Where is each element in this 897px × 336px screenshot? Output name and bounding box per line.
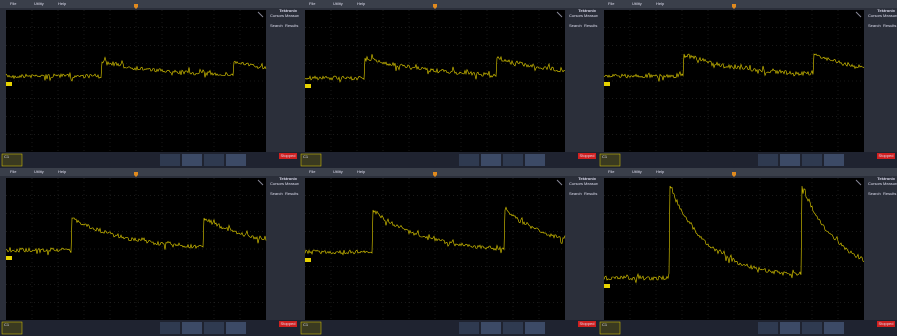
bottom-bar [598,152,897,168]
menu-item[interactable]: Utility [632,169,642,174]
status-box [525,154,545,166]
side-button[interactable]: Cursors [868,181,882,186]
menu-bar [0,0,299,8]
menu-bar [299,168,598,176]
side-button[interactable]: Cursors [569,13,583,18]
stop-label[interactable]: Stopped [281,153,296,158]
status-box [780,322,800,334]
side-button[interactable]: Search [569,23,582,28]
menu-item[interactable]: File [10,1,17,6]
menu-item[interactable]: Help [58,169,67,174]
channel-label: C1 [4,322,10,327]
scope-panel: FileUtilityHelpTektronixCursorsMeasureSe… [299,0,609,168]
channel-label: C1 [303,322,309,327]
menu-item[interactable]: Utility [632,1,642,6]
menu-item[interactable]: Help [656,1,665,6]
channel-label: C1 [602,322,608,327]
menu-item[interactable]: Utility [333,1,343,6]
status-box [204,154,224,166]
status-box [503,154,523,166]
menu-item[interactable]: Utility [333,169,343,174]
side-button[interactable]: Cursors [868,13,882,18]
bottom-bar [0,320,299,336]
menu-bar [598,168,897,176]
menu-item[interactable]: File [608,169,615,174]
status-box [802,322,822,334]
stop-label[interactable]: Stopped [879,321,894,326]
menu-bar [299,0,598,8]
menu-item[interactable]: File [10,169,17,174]
side-button[interactable]: Measure [883,13,897,18]
status-box [824,154,844,166]
menu-item[interactable]: Help [357,169,366,174]
status-box [459,322,479,334]
bottom-bar [598,320,897,336]
side-button[interactable]: Measure [883,181,897,186]
side-button[interactable]: Measure [285,181,301,186]
menu-item[interactable]: Utility [34,169,44,174]
channel-label: C1 [303,154,309,159]
bottom-bar [299,320,598,336]
status-box [481,154,501,166]
status-box [226,322,246,334]
channel-marker [305,258,311,262]
side-button[interactable]: Results Table [883,23,897,28]
side-button[interactable]: Search [569,191,582,196]
scope-panel: FileUtilityHelpTektronixCursorsMeasureSe… [598,0,897,168]
status-box [780,154,800,166]
menu-bar [0,168,299,176]
channel-label: C1 [4,154,10,159]
status-box [160,322,180,334]
channel-marker [604,284,610,288]
status-box [758,154,778,166]
bottom-bar [299,152,598,168]
side-button[interactable]: Cursors [569,181,583,186]
side-button[interactable]: Results Table [883,191,897,196]
side-button[interactable]: Cursors [270,13,284,18]
channel-marker [6,256,12,260]
status-box [525,322,545,334]
status-box [503,322,523,334]
channel-marker [6,82,12,86]
menu-item[interactable]: Help [656,169,665,174]
channel-label: C1 [602,154,608,159]
stop-label[interactable]: Stopped [580,321,595,326]
side-button[interactable]: Search [868,23,881,28]
channel-marker [604,82,610,86]
status-box [481,322,501,334]
bottom-bar [0,152,299,168]
side-button[interactable]: Measure [584,181,600,186]
stop-label[interactable]: Stopped [580,153,595,158]
menu-item[interactable]: Help [58,1,67,6]
status-box [824,322,844,334]
status-box [182,154,202,166]
side-button[interactable]: Search [868,191,881,196]
menu-item[interactable]: File [309,1,316,6]
status-box [758,322,778,334]
menu-item[interactable]: File [309,169,316,174]
status-box [182,322,202,334]
status-box [226,154,246,166]
status-box [160,154,180,166]
side-button[interactable]: Measure [584,13,600,18]
status-box [204,322,224,334]
status-box [802,154,822,166]
channel-marker [305,84,311,88]
side-button[interactable]: Search [270,191,283,196]
menu-item[interactable]: Utility [34,1,44,6]
status-box [459,154,479,166]
side-button[interactable]: Measure [285,13,301,18]
menu-item[interactable]: File [608,1,615,6]
screen-grid: FileUtilityHelpTektronixCursorsMeasureSe… [0,0,897,336]
side-button[interactable]: Search [270,23,283,28]
menu-item[interactable]: Help [357,1,366,6]
stop-label[interactable]: Stopped [879,153,894,158]
scope-panel: FileUtilityHelpTektronixCursorsMeasureSe… [598,168,897,336]
menu-bar [598,0,897,8]
stop-label[interactable]: Stopped [281,321,296,326]
side-button[interactable]: Cursors [270,181,284,186]
